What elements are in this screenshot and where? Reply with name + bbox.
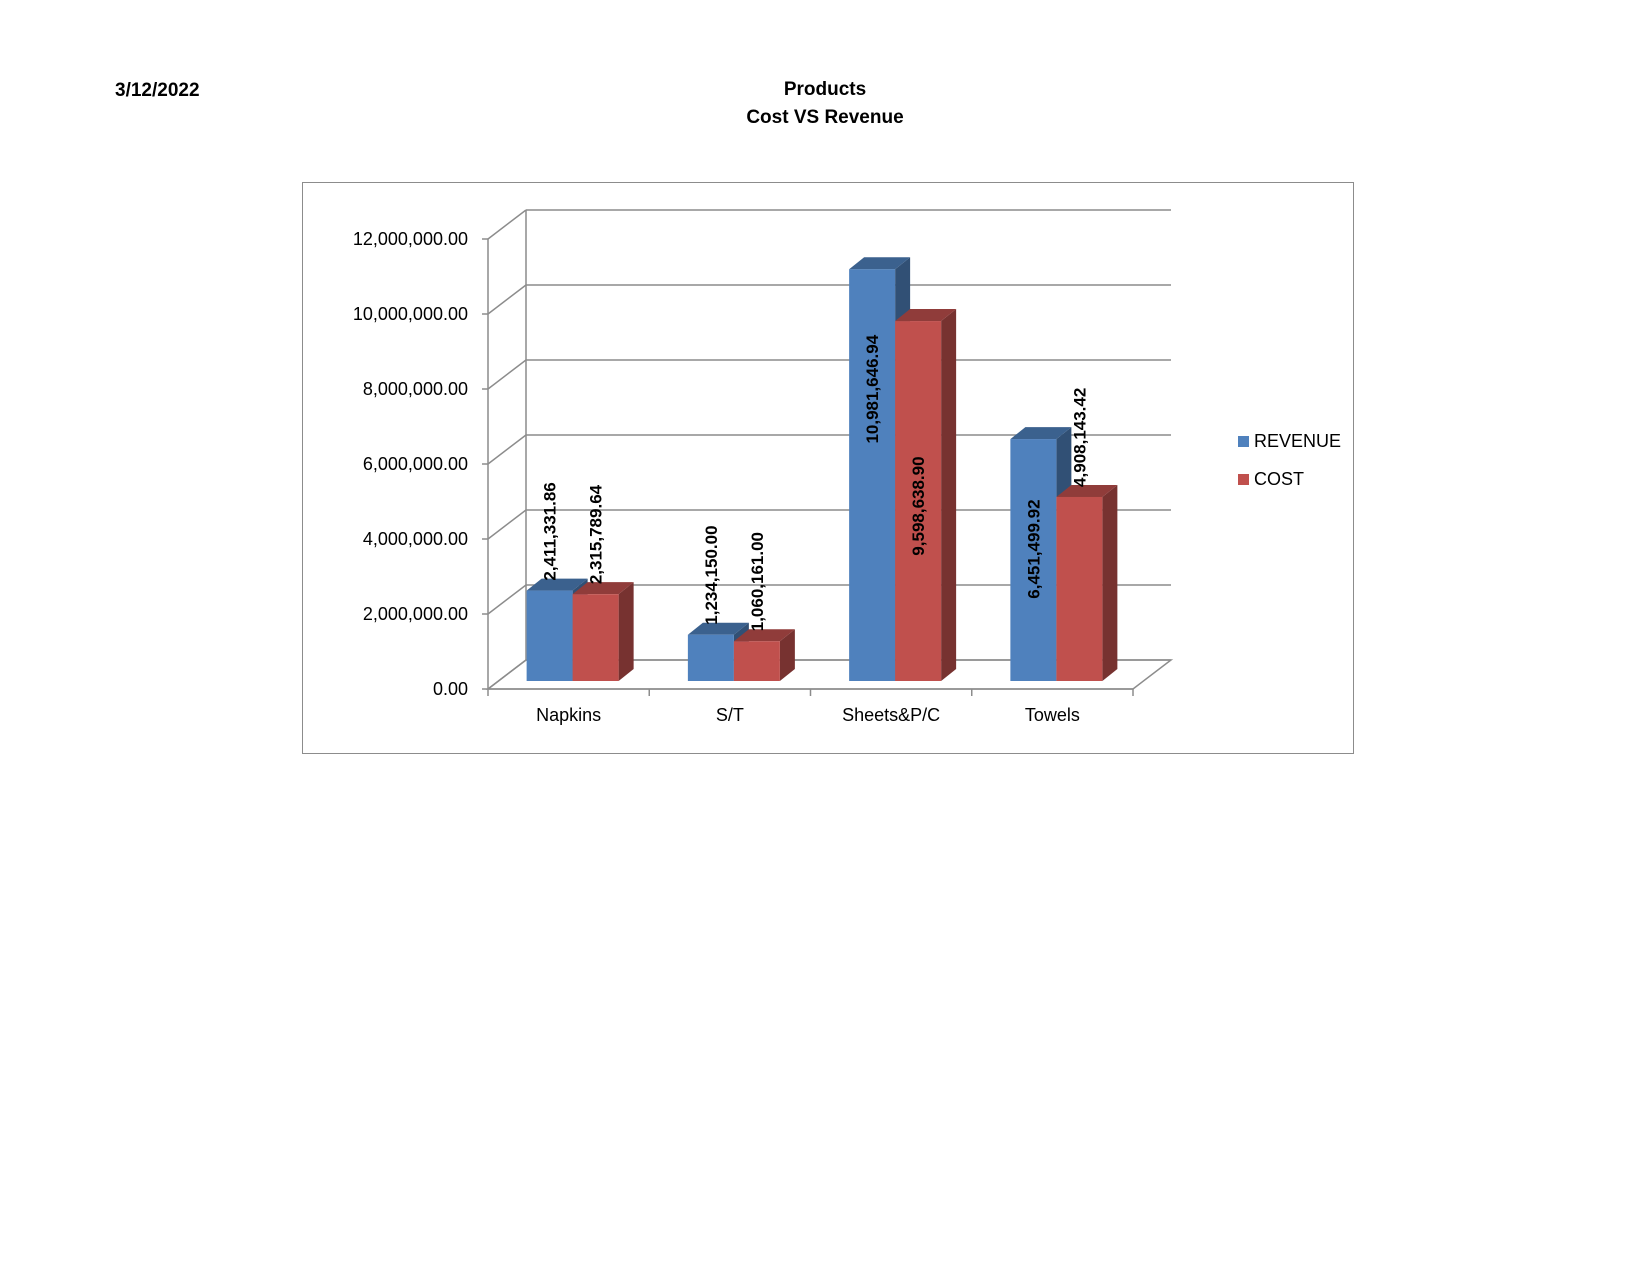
gridline-diagonal <box>487 659 527 690</box>
bar-top <box>895 309 957 322</box>
bar-top <box>526 578 588 591</box>
bar <box>687 634 734 681</box>
y-tick-label: 2,000,000.00 <box>363 604 468 624</box>
bar-top <box>1010 427 1072 440</box>
bar-side <box>941 309 957 681</box>
data-label: 4,908,143.42 <box>1070 388 1089 487</box>
y-tick-label: 12,000,000.00 <box>353 229 468 249</box>
report-date: 3/12/2022 <box>115 80 200 101</box>
chart-bars <box>526 257 1118 681</box>
data-label: 2,411,331.86 <box>541 482 560 580</box>
x-tick-label: S/T <box>716 705 744 725</box>
chart-legend: REVENUE COST <box>1238 431 1341 489</box>
data-label: 1,234,150.00 <box>702 525 721 624</box>
bar-top <box>849 257 911 270</box>
data-label: 9,598,638.90 <box>909 456 928 555</box>
bar-side <box>779 629 795 681</box>
bar <box>1056 496 1103 681</box>
bar <box>572 594 619 681</box>
gridline-diagonal <box>487 284 527 315</box>
bar-side <box>1102 484 1118 681</box>
legend-swatch <box>1238 474 1249 485</box>
bar <box>526 590 573 681</box>
x-tick-label: Towels <box>1025 705 1080 725</box>
gridline-diagonal <box>487 359 527 390</box>
data-label: 1,060,161.00 <box>748 532 767 631</box>
gridline-diagonal <box>487 434 527 465</box>
bar-top <box>687 622 749 635</box>
bar-top <box>572 582 634 595</box>
bar-side <box>618 582 634 681</box>
gridline-diagonal <box>487 509 527 540</box>
report-subtitle: Cost VS Revenue <box>746 107 904 128</box>
bar <box>733 641 780 681</box>
data-label: 2,315,789.64 <box>587 484 606 584</box>
legend-swatch <box>1238 436 1249 447</box>
data-label: 6,451,499.92 <box>1024 499 1043 598</box>
bar-top <box>1056 484 1118 497</box>
y-tick-label: 6,000,000.00 <box>363 454 468 474</box>
gridline-diagonal <box>487 209 527 240</box>
bar-top <box>733 629 795 642</box>
y-tick-label: 10,000,000.00 <box>353 304 468 324</box>
chart-labels: 0.00 2,000,000.00 4,000,000.00 6,000,000.00… <box>353 229 1090 725</box>
legend-label: REVENUE <box>1254 431 1341 451</box>
data-label: 10,981,646.94 <box>863 334 882 443</box>
gridline-diagonal <box>487 584 527 615</box>
x-tick-label: Sheets&P/C <box>842 705 940 725</box>
x-tick-label: Napkins <box>536 705 601 725</box>
chart-axes <box>482 210 1134 696</box>
y-tick-label: 4,000,000.00 <box>363 529 468 549</box>
legend-label: COST <box>1254 469 1304 489</box>
y-tick-label: 8,000,000.00 <box>363 379 468 399</box>
report-title: Products <box>783 79 867 100</box>
bar <box>1010 439 1057 681</box>
y-tick-label: 0.00 <box>433 679 468 699</box>
chart-area <box>302 182 1354 754</box>
bar <box>895 321 942 681</box>
bar <box>849 269 896 681</box>
